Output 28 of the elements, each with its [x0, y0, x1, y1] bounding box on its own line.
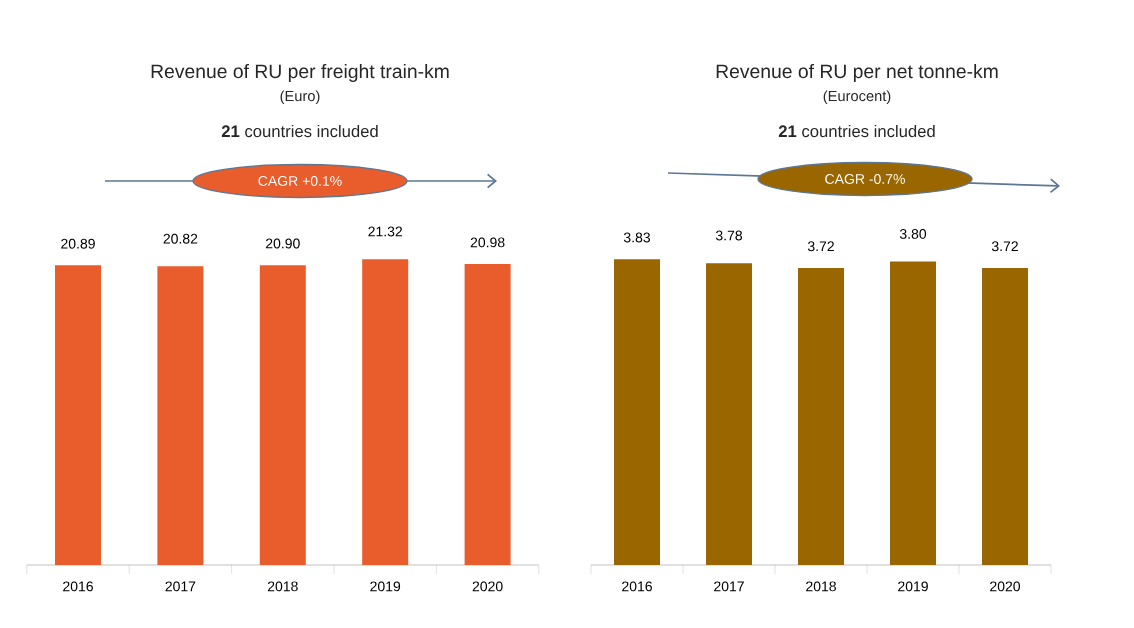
- x-tick-label: 2018: [806, 581, 836, 592]
- x-tick-label: 2017: [714, 581, 744, 592]
- chart-title: Revenue of RU per freight train-km: [151, 63, 449, 83]
- data-label: 3.72: [991, 241, 1018, 252]
- data-label: 20.98: [470, 237, 505, 248]
- text: CAGR +0.1%: [258, 176, 342, 186]
- x-tick-label: 2019: [370, 581, 401, 592]
- data-label: 3.72: [807, 241, 834, 252]
- chart-subtitle: (Euro): [280, 90, 320, 105]
- chart-title: Revenue of RU per net tonne-km: [716, 63, 998, 83]
- data-label: 3.78: [715, 230, 743, 241]
- text: CAGR -0.7%: [825, 174, 905, 184]
- data-label: 21.32: [368, 226, 402, 237]
- data-label: 20.89: [61, 238, 95, 249]
- data-label: 20.82: [163, 233, 198, 244]
- x-tick-label: 2016: [63, 581, 93, 592]
- x-tick-label: 2016: [622, 581, 652, 592]
- x-tick-label: 2018: [267, 581, 298, 592]
- x-tick-label: 2020: [990, 581, 1021, 592]
- data-label: 3.83: [623, 232, 651, 243]
- x-tick-label: 2020: [472, 581, 503, 592]
- x-tick-label: 2019: [898, 581, 928, 592]
- text: 21 countries included: [778, 124, 935, 138]
- x-tick-label: 2017: [165, 581, 196, 592]
- data-label: 20.90: [266, 238, 300, 249]
- text: 21 countries included: [221, 124, 378, 138]
- data-label: 3.80: [899, 228, 927, 239]
- chart-subtitle: (Eurocent): [823, 90, 891, 105]
